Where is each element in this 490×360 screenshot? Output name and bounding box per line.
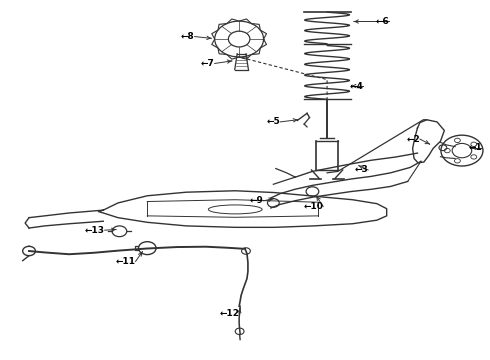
Text: ←9: ←9 [250, 196, 264, 205]
Text: ←13: ←13 [85, 226, 105, 235]
Text: ←3: ←3 [354, 166, 368, 175]
Text: ←6: ←6 [375, 17, 389, 26]
Text: ←7: ←7 [201, 59, 215, 68]
Text: ←12: ←12 [219, 309, 239, 318]
Text: ←10: ←10 [303, 202, 323, 211]
Text: ←8: ←8 [181, 32, 195, 41]
Text: ←5: ←5 [267, 117, 280, 126]
Text: ←1: ←1 [468, 143, 482, 152]
Text: ←4: ←4 [349, 82, 363, 91]
Text: ←11: ←11 [116, 257, 136, 266]
Text: ←2: ←2 [406, 135, 420, 144]
